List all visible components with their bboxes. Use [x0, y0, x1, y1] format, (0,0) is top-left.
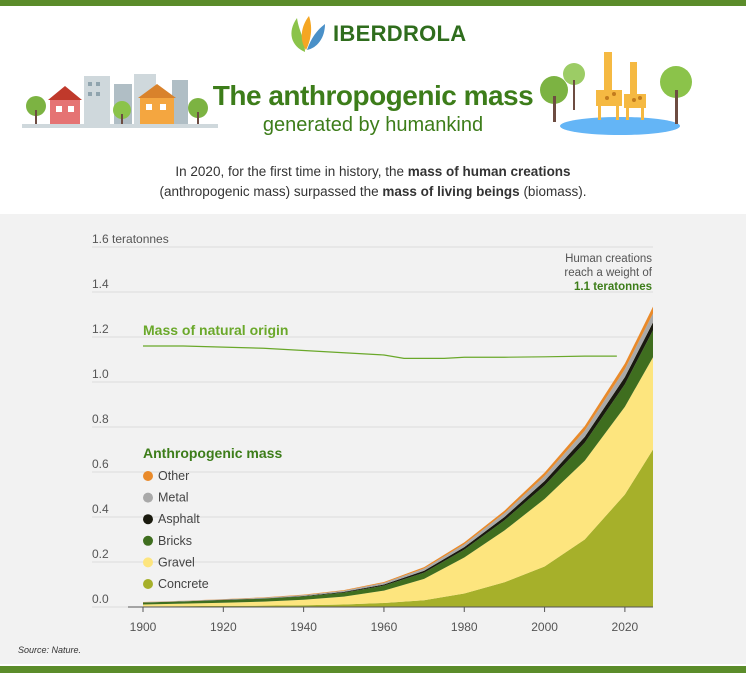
- city-illustration: [22, 74, 218, 128]
- x-tick-label: 1980: [451, 620, 478, 634]
- y-tick-label: 1.6 teratonnes: [92, 232, 169, 246]
- x-axis-ticks: 1900 1920 1940 1960 1980 2000 2020: [128, 606, 653, 634]
- legend-label-concrete: Concrete: [158, 577, 209, 591]
- y-tick-label: 0.0: [92, 592, 109, 606]
- brand-name: IBERDROLA: [333, 21, 467, 46]
- y-tick-label: 0.6: [92, 457, 109, 471]
- legend-swatch-asphalt: [143, 514, 153, 525]
- y-tick-label: 1.2: [92, 322, 109, 336]
- y-tick-label: 1.4: [92, 277, 109, 291]
- x-tick-label: 1940: [290, 620, 317, 634]
- y-axis-ticks: 1.6 teratonnes 1.4 1.2 1.0 0.8 0.6 0.4 0.2 0.0: [92, 232, 169, 606]
- annotation-line1: Human creations: [565, 253, 652, 265]
- x-tick-label: 1960: [371, 620, 398, 634]
- intro-bold1: mass of human creations: [407, 164, 571, 179]
- intro-text: In 2020, for the first time in history, …: [60, 162, 686, 202]
- legend-swatch-other: [143, 471, 153, 481]
- area-concrete: [143, 449, 653, 607]
- page-subtitle: generated by humankind: [262, 114, 484, 136]
- y-tick-label: 0.4: [92, 502, 109, 516]
- page-title: The anthropogenic mass: [212, 80, 534, 111]
- top-accent-bar: [0, 0, 746, 6]
- annotation-line2: reach a weight of: [564, 267, 652, 279]
- legend-label-bricks: Bricks: [158, 534, 192, 548]
- area-gravel: [143, 357, 653, 607]
- stacked-areas: [143, 306, 653, 607]
- x-tick-label: 2020: [612, 620, 639, 634]
- source-note: Source: Nature.: [18, 645, 82, 655]
- legend-swatch-concrete: [143, 579, 153, 589]
- iberdrola-logo: IBERDROLA: [285, 14, 466, 54]
- natural-mass-line: [143, 345, 617, 359]
- y-tick-label: 0.8: [92, 412, 109, 426]
- legend-swatch-gravel: [143, 557, 153, 568]
- legend-label-metal: Metal: [158, 491, 189, 505]
- x-tick-label: 1900: [130, 620, 157, 634]
- natural-series-label: Mass of natural origin: [143, 322, 288, 338]
- legend-label-asphalt: Asphalt: [158, 512, 200, 526]
- intro-bold2: mass of living beings: [382, 184, 520, 199]
- intro-part2: (anthropogenic mass) surpassed the: [159, 184, 383, 199]
- x-tick-label: 1920: [210, 620, 237, 634]
- intro-part1: In 2020, for the first time in history, …: [175, 164, 408, 179]
- nature-illustration: [540, 52, 692, 135]
- legend-swatch-bricks: [143, 535, 153, 546]
- legend: Other Metal Asphalt Bricks Gravel Concrete: [143, 469, 209, 591]
- bottom-accent-bar: [0, 666, 746, 673]
- intro-part3: (biomass).: [519, 184, 587, 199]
- legend-swatch-metal: [143, 492, 153, 503]
- legend-label-gravel: Gravel: [158, 555, 195, 569]
- x-tick-label: 2000: [531, 620, 558, 634]
- legend-title: Anthropogenic mass: [143, 445, 282, 461]
- legend-label-other: Other: [158, 469, 189, 483]
- y-tick-label: 1.0: [92, 367, 109, 381]
- iberdrola-leaf-icon: [291, 16, 325, 52]
- y-tick-label: 0.2: [92, 547, 109, 561]
- annotation-value: 1.1 teratonnes: [574, 281, 652, 293]
